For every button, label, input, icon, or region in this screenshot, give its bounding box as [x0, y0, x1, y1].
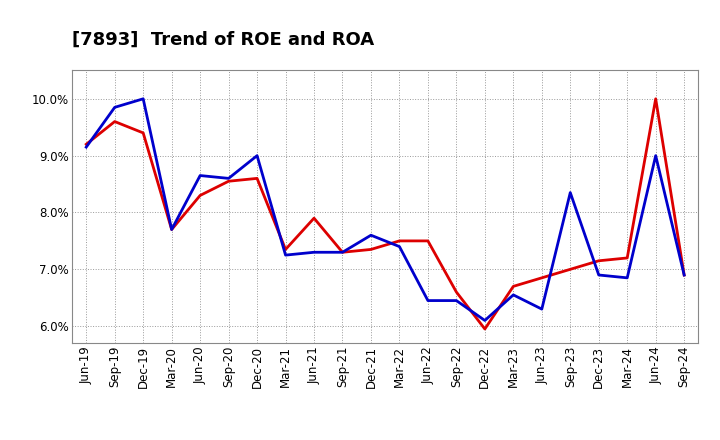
ROE — [623, 255, 631, 260]
ROA — [509, 292, 518, 297]
ROA — [652, 153, 660, 158]
ROE — [509, 284, 518, 289]
ROE — [110, 119, 119, 124]
ROA — [82, 144, 91, 150]
ROE — [680, 272, 688, 278]
ROE — [225, 179, 233, 184]
ROE — [167, 227, 176, 232]
ROA — [282, 253, 290, 258]
ROE — [595, 258, 603, 264]
ROA — [310, 249, 318, 255]
ROA — [253, 153, 261, 158]
ROE — [282, 247, 290, 252]
ROA — [680, 272, 688, 278]
ROE — [652, 96, 660, 102]
ROA — [225, 176, 233, 181]
ROA — [196, 173, 204, 178]
ROE — [366, 247, 375, 252]
ROE — [253, 176, 261, 181]
ROA — [395, 244, 404, 249]
ROE — [566, 267, 575, 272]
Text: [7893]  Trend of ROE and ROA: [7893] Trend of ROE and ROA — [72, 31, 374, 49]
ROE — [452, 290, 461, 295]
ROA — [480, 318, 489, 323]
ROE — [537, 275, 546, 280]
ROA — [537, 306, 546, 312]
ROE — [196, 193, 204, 198]
ROE — [395, 238, 404, 244]
ROA — [366, 233, 375, 238]
ROA — [595, 272, 603, 278]
ROA — [110, 105, 119, 110]
ROE — [338, 249, 347, 255]
Line: ROE: ROE — [86, 99, 684, 329]
ROE — [310, 216, 318, 221]
ROE — [423, 238, 432, 244]
ROA — [566, 190, 575, 195]
ROE — [480, 326, 489, 332]
ROA — [623, 275, 631, 280]
Line: ROA: ROA — [86, 99, 684, 320]
ROA — [139, 96, 148, 102]
ROE — [82, 142, 91, 147]
ROA — [423, 298, 432, 303]
ROA — [452, 298, 461, 303]
ROA — [167, 227, 176, 232]
ROE — [139, 130, 148, 136]
ROA — [338, 249, 347, 255]
